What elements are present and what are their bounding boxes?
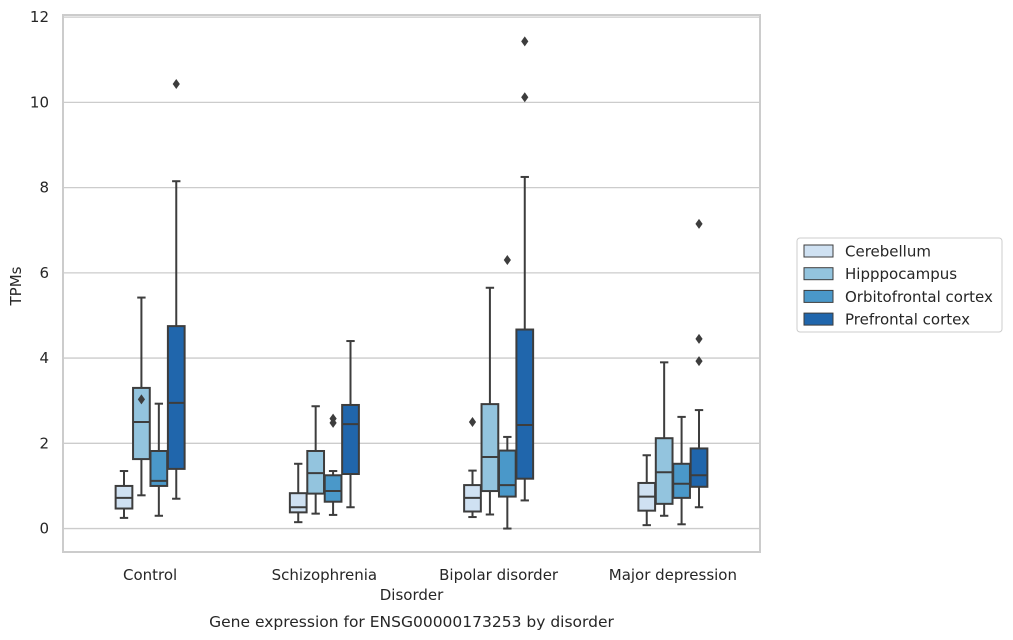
y-tick-label: 12	[30, 8, 49, 26]
y-tick-labels: 0 2 4 6 8 10 12	[30, 8, 49, 537]
outlier-point	[468, 417, 477, 428]
y-tick-label: 6	[39, 264, 49, 282]
outlier-point	[172, 79, 180, 90]
outlier-point	[695, 218, 703, 229]
x-tick-labels: Control Schizophrenia Bipolar disorder Majo…	[123, 566, 737, 584]
x-tick-label: Schizophrenia	[272, 566, 377, 584]
legend-label: Orbitofrontal cortex	[845, 288, 993, 306]
box	[672, 415, 691, 526]
x-axis-title: Disorder	[380, 586, 444, 604]
outlier-point	[137, 394, 146, 405]
box	[463, 417, 482, 519]
y-tick-label: 0	[39, 520, 49, 538]
box	[689, 218, 709, 509]
legend-swatch	[803, 289, 834, 303]
outlier-point	[695, 333, 703, 344]
box	[288, 462, 308, 524]
box-iqr	[166, 325, 186, 470]
box-iqr	[654, 437, 674, 505]
y-tick-label: 4	[39, 349, 49, 367]
plot-frame	[62, 14, 761, 553]
box-iqr	[480, 403, 500, 493]
y-axis-title: TPMs	[7, 266, 25, 306]
x-tick-label: Control	[123, 566, 177, 584]
x-tick-label: Bipolar disorder	[439, 566, 559, 584]
y-tick-label: 8	[39, 179, 49, 197]
outlier-point	[521, 92, 529, 103]
box-iqr	[323, 474, 343, 503]
box	[654, 361, 674, 517]
legend-label: Hipppocampus	[845, 265, 957, 283]
box	[132, 296, 151, 497]
y-tick-label: 10	[30, 93, 49, 111]
legend-swatch	[803, 244, 834, 258]
y-tick-label: 2	[39, 434, 49, 452]
box-iqr	[341, 403, 360, 476]
box	[114, 470, 134, 519]
legend-swatch	[803, 312, 834, 326]
series-orbitofrontal-cortex	[149, 255, 691, 530]
chart-caption: Gene expression for ENSG00000173253 by d…	[209, 613, 614, 631]
box	[166, 79, 186, 500]
box-iqr	[132, 386, 151, 461]
box-iqr	[689, 447, 709, 488]
legend-label: Prefrontal cortex	[845, 311, 970, 329]
x-tick-label: Major depression	[609, 566, 737, 584]
series-prefrontal-cortex	[166, 36, 709, 509]
legend: Cerebellum Hipppocampus Orbitofrontal cort…	[796, 237, 1003, 333]
box-series	[114, 36, 709, 530]
box	[306, 405, 326, 515]
box	[149, 402, 169, 517]
series-cerebellum	[114, 417, 657, 527]
outlier-point	[329, 413, 337, 424]
box-iqr	[672, 462, 691, 499]
legend-swatch	[803, 267, 834, 281]
box	[515, 36, 535, 502]
box	[323, 413, 343, 516]
outlier-point	[503, 255, 511, 266]
box-iqr	[497, 449, 517, 498]
box	[497, 255, 517, 530]
legend-label: Cerebellum	[845, 243, 931, 261]
box-iqr	[288, 492, 308, 514]
legend-frame	[796, 237, 1003, 333]
box	[341, 340, 360, 509]
series-hipppocampus	[132, 286, 674, 517]
box-iqr	[515, 328, 535, 480]
outlier-point	[695, 356, 703, 367]
outlier-point	[521, 36, 529, 47]
box	[480, 286, 500, 516]
